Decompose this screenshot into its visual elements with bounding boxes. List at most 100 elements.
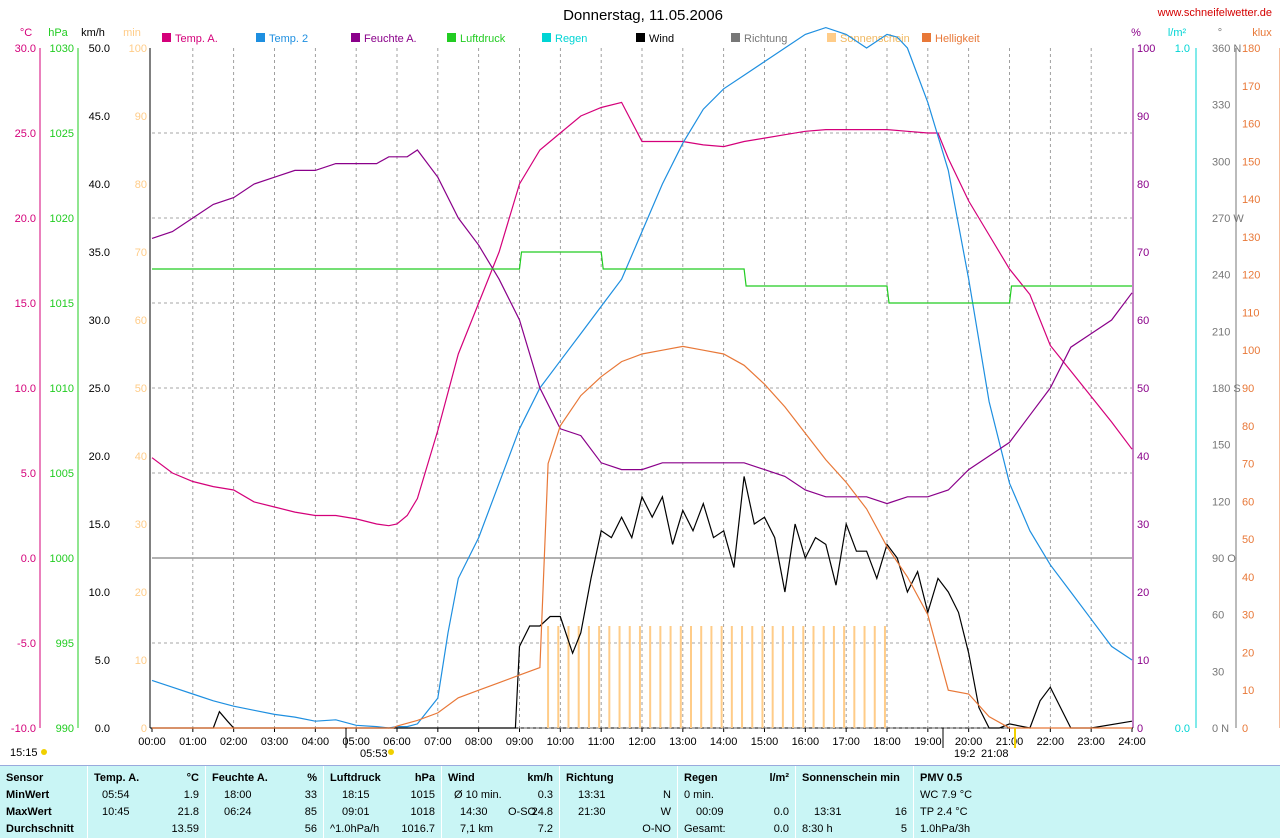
durchschnitt-label: Durchschnitt [6,823,74,835]
col-sensor: Sensor MinWert MaxWert Durchschnitt [0,766,88,838]
tick-x: 11:00 [588,736,615,748]
tick-min: 10 [135,655,147,667]
tick-klux: 30 [1242,610,1254,622]
tick-klux: 10 [1242,685,1254,697]
legend-label: Wind [649,33,674,45]
unit-hpa: hPa [48,27,68,39]
unit-deg: ° [1218,27,1222,39]
tick-klux: 40 [1242,572,1254,584]
tick-x: 22:00 [1037,736,1065,748]
druck-trend: ^1.0hPa/h [330,823,380,835]
tick-kmh: 25.0 [89,383,110,395]
tick-kmh: 15.0 [89,519,110,531]
wind-max-value: 24.8 [531,806,553,818]
druck-min-value: 1015 [410,789,435,801]
regen-unit: l/m² [769,772,789,784]
tick-temp: 15.0 [15,298,36,310]
legend-label: Helligkeit [935,33,980,45]
sunrise-icon [388,749,394,755]
tick-pct: 40 [1137,451,1149,463]
tick-klux: 170 [1242,81,1260,93]
tick-pct: 20 [1137,587,1149,599]
tick-kmh: 35.0 [89,247,110,259]
tick-dir: 240 [1212,270,1230,282]
wind-unit: km/h [527,772,553,784]
tick-min: 100 [129,43,147,55]
druck-unit: hPa [414,772,435,784]
tick-x: 06:00 [383,736,411,748]
legend-swatch [351,33,360,42]
tick-temp: -5.0 [17,638,36,650]
legend-label: Regen [555,33,587,45]
tick-x: 13:00 [669,736,697,748]
regen-min-label: 0 min. [684,789,714,801]
tick-kmh: 50.0 [89,43,110,55]
legend-swatch [256,33,265,42]
tick-kmh: 10.0 [89,587,110,599]
tick-dir: 0 N [1212,723,1229,735]
tick-hpa: 1020 [50,213,74,225]
col-sonne: Sonnenschein min 13:31 16 8:30 h 5 [796,766,914,838]
richtung-avg-value: O-NO [642,823,671,835]
tick-min: 50 [135,383,147,395]
sonne-duration: 8:30 h [802,823,833,835]
tick-pct: 0 [1137,723,1143,735]
tick-pct: 90 [1137,111,1149,123]
tick-x: 14:00 [710,736,738,748]
pmv-pressure-trend: 1.0hPa/3h [920,823,971,835]
tick-pct: 50 [1137,383,1149,395]
tick-pct: 80 [1137,179,1149,191]
tick-x: 09:00 [506,736,534,748]
sensor-title: Sensor [6,772,44,784]
tick-min: 90 [135,111,147,123]
regen-title: Regen [684,772,718,784]
tick-dir: 300 [1212,156,1230,168]
tick-pct: 60 [1137,315,1149,327]
unit-temp: °C [20,27,32,39]
tick-x: 10:00 [547,736,575,748]
legend-label: Temp. 2 [269,33,308,45]
tick-klux: 150 [1242,156,1260,168]
tick-kmh: 30.0 [89,315,110,327]
feuchte-title: Feuchte A. [212,772,268,784]
richtung-title: Richtung [566,772,614,784]
tick-dir: 270 W [1212,213,1244,225]
tick-klux: 160 [1242,119,1260,131]
regen-max-value: 0.0 [773,806,789,818]
tick-hpa: 1015 [50,298,74,310]
tick-pct: 30 [1137,519,1149,531]
regen-total-value: 0.0 [773,823,789,835]
tick-x: 20:00 [955,736,983,748]
tick-kmh: 20.0 [89,451,110,463]
unit-kmh: km/h [81,27,105,39]
tick-min: 0 [141,723,147,735]
col-wind: Wind km/h Ø 10 min. 0.3 14:30 O-SO 24.8 7,1 … [442,766,560,838]
feuchte-unit: % [307,772,317,784]
druck-min-time: 18:15 [342,789,370,801]
site-url[interactable]: www.schneifelwetter.de [1157,7,1272,19]
legend-swatch [827,33,836,42]
regen-total-label: Gesamt: [684,823,726,835]
wind-max-time: 14:30 [460,806,488,818]
series-wind [152,476,1133,729]
tick-hpa: 1010 [50,383,74,395]
tick-x: 12:00 [628,736,656,748]
tick-min: 40 [135,451,147,463]
tick-x: 19:00 [914,736,942,748]
temp-title: Temp. A. [94,772,140,784]
sun-icon [41,749,47,755]
tick-x: 00:00 [138,736,166,748]
tick-dir: 60 [1212,610,1224,622]
tick-min: 80 [135,179,147,191]
tick-hpa: 995 [56,638,74,650]
col-regen: Regen l/m² 0 min. 00:09 0.0 Gesamt: 0.0 [678,766,796,838]
tick-x: 08:00 [465,736,493,748]
tick-temp: 5.0 [21,468,36,480]
tick-kmh: 0.0 [95,723,110,735]
series-helligkeit [152,345,1132,729]
maxwert-label: MaxWert [6,806,52,818]
summary-table: Sensor MinWert MaxWert Durchschnitt Temp… [0,765,1280,838]
tick-x: 21:00 [996,736,1024,748]
minwert-label: MinWert [6,789,50,801]
legend-label: Temp. A. [175,33,218,45]
